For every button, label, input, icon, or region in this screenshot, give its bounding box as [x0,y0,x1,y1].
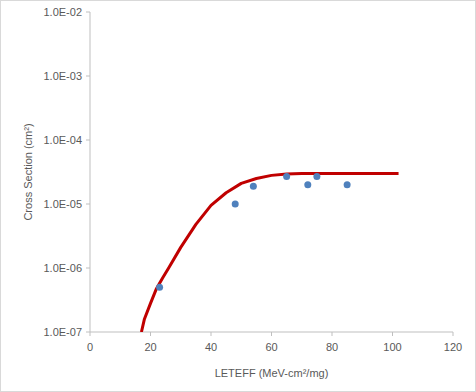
y-tick [86,76,90,77]
y-tick [86,332,90,333]
x-tick [211,332,212,336]
x-tick [150,332,151,336]
chart: 1.0E-07 1.0E-06 1.0E-05 1.0E-04 1.0E-03 1.0E-… [0,0,476,392]
x-tick-label: 20 [144,341,156,353]
x-tick [332,332,333,336]
x-tick-label: 100 [383,341,401,353]
y-tick-label: 1.0E-04 [43,134,82,146]
x-tick-label: 80 [326,341,338,353]
x-tick-label: 120 [444,341,462,353]
plot-area [141,173,398,332]
data-point [232,201,239,208]
y-axis-title: Cross Section (cm²) [22,123,34,220]
y-tick-label: 1.0E-03 [43,70,82,82]
x-tick-label: 60 [265,341,277,353]
x-axis-title: LETEFF (MeV-cm²/mg) [215,367,329,379]
y-tick-label: 1.0E-02 [43,6,82,18]
x-tick [453,332,454,336]
x-tick [90,332,91,336]
x-tick [271,332,272,336]
x-tick [392,332,393,336]
fit-curve [141,173,398,332]
chart-border [1,1,476,392]
y-tick-label: 1.0E-05 [43,198,82,210]
y-axis-line [90,12,91,332]
data-point [313,173,320,180]
y-tick [86,140,90,141]
x-tick-label: 0 [87,341,93,353]
y-tick-label: 1.0E-06 [43,262,82,274]
x-tick-label: 40 [205,341,217,353]
y-tick [86,204,90,205]
data-point [304,181,311,188]
y-tick [86,12,90,13]
y-tick [86,268,90,269]
data-point [344,181,351,188]
data-point [250,183,257,190]
data-point [156,284,163,291]
y-tick-label: 1.0E-07 [43,326,82,338]
data-point [283,173,290,180]
